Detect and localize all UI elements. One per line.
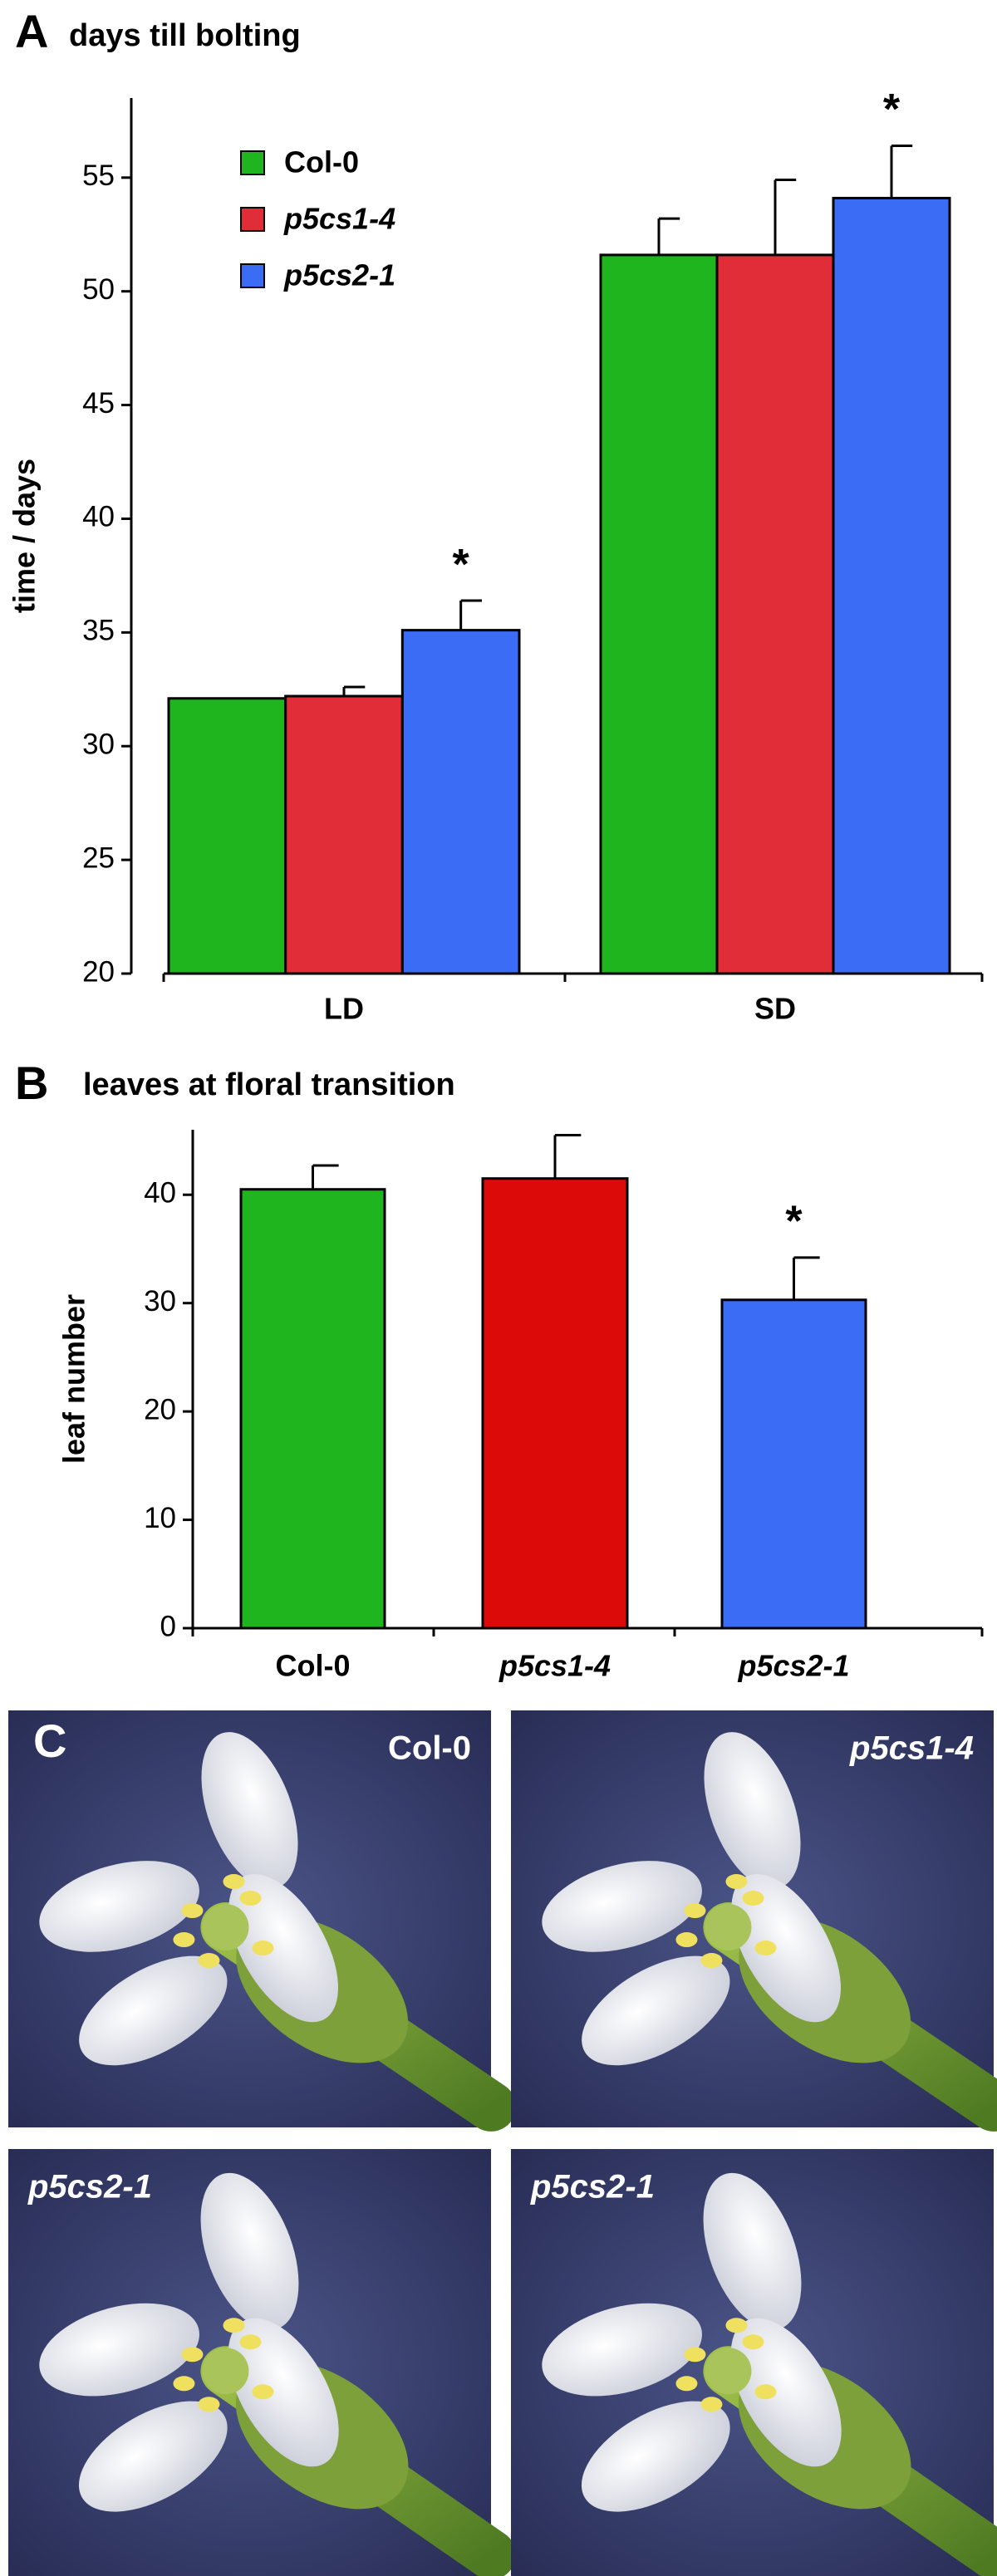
bar [284, 694, 404, 975]
x-tick-label: Col-0 [276, 1649, 351, 1683]
photo: p5cs1-4 [511, 1710, 997, 2132]
annotation: * [785, 1198, 803, 1246]
y-tick-label: 20 [144, 1393, 176, 1425]
anther [754, 1941, 777, 1956]
petal [228, 2318, 339, 2467]
y-tick-label: 50 [82, 273, 115, 306]
anther [223, 2318, 245, 2333]
anther [198, 1953, 220, 1969]
chart-title: days till bolting [69, 18, 301, 53]
pistil [705, 1904, 752, 1951]
y-tick-label: 40 [144, 1177, 176, 1209]
y-tick-label: 10 [144, 1502, 176, 1534]
legend-swatch [240, 263, 265, 288]
petal [79, 1955, 228, 2066]
anther [173, 2376, 195, 2392]
petal [731, 1873, 841, 2023]
petal [542, 1861, 702, 1952]
legend-label: p5cs2-1 [283, 258, 395, 292]
legend-swatch [240, 207, 265, 232]
y-axis-label: time / days [7, 459, 42, 613]
pistil [202, 2348, 249, 2395]
anther [173, 1932, 195, 1948]
annotation: * [453, 541, 470, 589]
y-tick-label: 55 [82, 159, 115, 192]
panel-letter: A [15, 5, 48, 57]
x-tick-label: p5cs2-1 [737, 1649, 849, 1683]
petal [201, 1732, 298, 1889]
x-tick-label: SD [754, 992, 796, 1026]
anther [754, 2384, 777, 2400]
anther [223, 1874, 245, 1890]
petal [78, 2401, 228, 2512]
y-tick-label: 0 [160, 1610, 176, 1642]
y-tick-label: 35 [82, 615, 115, 647]
pistil [202, 1904, 249, 1951]
photo-label: p5cs1-4 [849, 1730, 974, 1767]
y-tick-label: 30 [82, 728, 115, 760]
panel-letter: C [33, 1715, 66, 1767]
photo: p5cs2-1 [8, 2149, 516, 2576]
y-tick-label: 20 [82, 955, 115, 988]
x-tick-label: LD [324, 992, 364, 1026]
petal [703, 2172, 802, 2330]
bar [832, 196, 951, 975]
petal [39, 2303, 199, 2397]
petal [704, 1732, 801, 1889]
photo-label: p5cs2-1 [27, 2169, 152, 2206]
legend-label: p5cs1-4 [283, 202, 395, 236]
anther [700, 1953, 723, 1969]
pistil [705, 2348, 752, 2395]
petal [542, 2303, 702, 2397]
bar [167, 697, 287, 975]
anther [725, 1874, 748, 1890]
anther [252, 2384, 274, 2400]
y-tick-label: 30 [144, 1285, 176, 1317]
anther [181, 2347, 204, 2363]
y-tick-label: 40 [82, 501, 115, 533]
anther [684, 2347, 706, 2363]
photo: Col-0 [8, 1710, 516, 2132]
chart-title: leaves at floral transition [83, 1067, 455, 1102]
bar [239, 1188, 386, 1630]
anther [684, 1903, 706, 1919]
petal [228, 1873, 338, 2023]
anther [198, 2397, 220, 2412]
bar [481, 1177, 629, 1630]
petal [581, 2401, 730, 2512]
photo-panels: Col-0 p5cs1-4 p5cs2-1 p5cs2-1 C [8, 1710, 997, 2576]
panel-letter: B [15, 1057, 48, 1109]
y-tick-label: 45 [82, 387, 115, 420]
photo: p5cs2-1 [511, 2149, 997, 2576]
anther [742, 1891, 764, 1906]
bar [715, 253, 835, 975]
bar [400, 629, 521, 975]
annotation: * [883, 86, 901, 134]
bar [599, 253, 719, 975]
photo-label: Col-0 [388, 1730, 471, 1767]
anther [675, 2376, 698, 2392]
petal [39, 1861, 199, 1952]
y-tick-label: 25 [82, 841, 115, 874]
anther [742, 2334, 764, 2350]
petal [730, 2318, 842, 2467]
anther [181, 1903, 204, 1919]
petal [200, 2172, 299, 2330]
anther [700, 2397, 723, 2412]
anther [725, 2318, 748, 2333]
legend-swatch [240, 150, 265, 175]
anther [675, 1932, 698, 1948]
anther [239, 2334, 262, 2350]
x-tick-label: p5cs1-4 [498, 1649, 611, 1683]
petal [582, 1955, 730, 2066]
legend-label: Col-0 [284, 145, 359, 179]
bar [720, 1298, 867, 1630]
anther [239, 1891, 262, 1906]
y-axis-label: leaf number [57, 1294, 91, 1464]
anther [252, 1941, 274, 1956]
photo-label: p5cs2-1 [530, 2169, 655, 2206]
